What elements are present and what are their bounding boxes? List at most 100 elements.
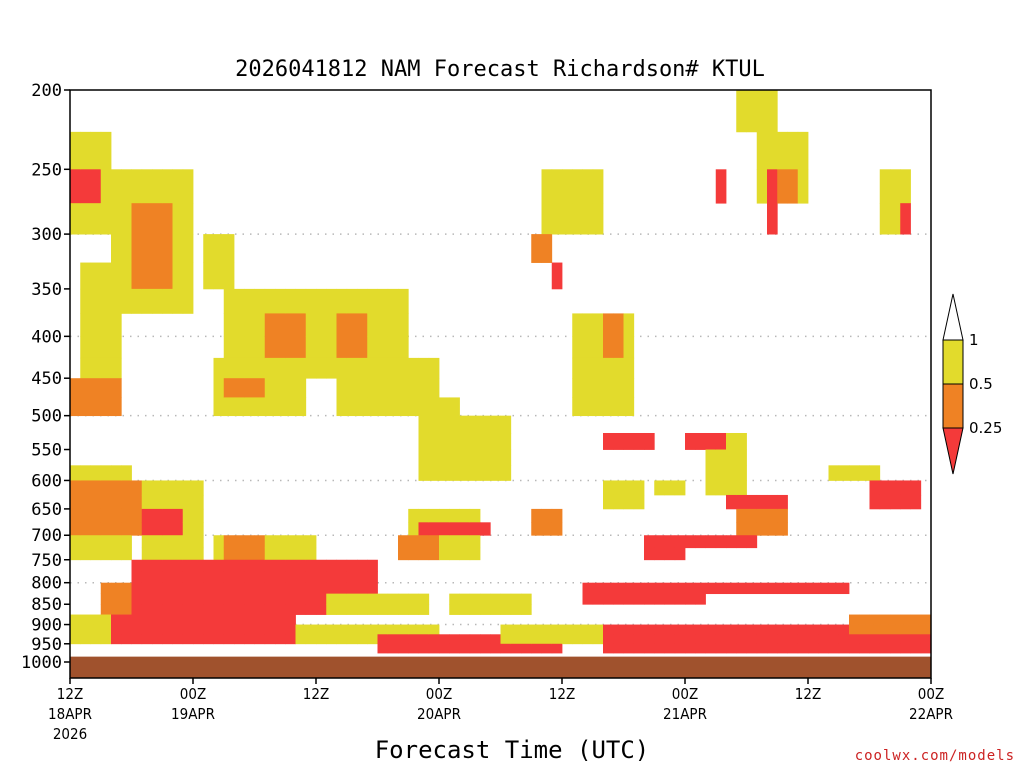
ri-cell (254, 582, 266, 595)
ri-cell (193, 604, 204, 615)
ri-cell (172, 634, 184, 645)
ri-cell (100, 203, 112, 235)
ri-cell (398, 634, 409, 645)
ri-cell (182, 624, 194, 635)
ri-cell (182, 535, 194, 549)
heatmap-cells (70, 90, 932, 654)
ri-cell (664, 643, 676, 654)
ri-cell (572, 336, 583, 359)
ri-cell (152, 559, 163, 572)
ri-cell (377, 643, 389, 654)
ri-cell (469, 535, 481, 549)
ri-cell (387, 378, 399, 398)
ri-cell (90, 262, 102, 290)
ri-cell (828, 465, 840, 481)
ri-cell (418, 634, 430, 645)
ri-cell (346, 604, 358, 615)
ri-cell (562, 634, 573, 645)
ri-cell (428, 535, 440, 549)
ri-cell (295, 313, 307, 337)
ri-cell (80, 397, 91, 417)
ri-cell (367, 624, 378, 635)
ri-cell (234, 535, 245, 549)
ri-cell (695, 624, 706, 635)
ri-cell (756, 522, 768, 536)
ri-cell (111, 262, 122, 290)
ri-cell (131, 494, 143, 510)
ri-cell (582, 582, 594, 595)
ri-cell (879, 203, 891, 235)
ri-cell (152, 634, 163, 645)
ri-cell (121, 494, 132, 510)
ri-cell (459, 449, 471, 466)
y-tick-label: 900 (31, 616, 62, 636)
ri-cell (797, 634, 809, 645)
ri-cell (305, 559, 317, 572)
ri-cell (531, 624, 542, 635)
legend-bin-high (942, 293, 964, 341)
ri-cell (111, 357, 122, 379)
ri-cell (90, 131, 102, 170)
ri-cell (551, 203, 563, 235)
ri-cell (326, 571, 337, 584)
ri-cell (203, 571, 214, 584)
ri-cell (357, 378, 368, 398)
ri-cell (644, 535, 655, 549)
ri-cell (213, 571, 225, 584)
ri-cell (336, 559, 348, 572)
ri-cell (90, 547, 102, 561)
ri-cell (449, 604, 460, 615)
ri-cell (654, 547, 665, 561)
ri-cell (859, 634, 870, 645)
ri-cell (387, 634, 399, 645)
ri-cell (346, 336, 358, 359)
ri-cell (90, 378, 102, 398)
ri-cell (182, 480, 194, 496)
ri-cell (254, 614, 266, 625)
ri-cell (869, 643, 881, 654)
ri-cell (162, 169, 173, 204)
ri-cell (244, 582, 255, 595)
ri-cell (100, 593, 112, 605)
ri-cell (121, 288, 132, 314)
ri-cell (80, 624, 91, 635)
ri-cell (357, 624, 368, 635)
ri-cell (90, 169, 102, 204)
x-tick-time: 12Z (303, 685, 329, 703)
ri-cell (131, 262, 143, 290)
ri-cell (100, 604, 112, 615)
ri-cell (910, 494, 922, 510)
ri-cell (336, 378, 348, 398)
ri-cell (490, 465, 501, 481)
ri-cell (141, 604, 153, 615)
colorbar-legend: 1 0.5 0.25 (942, 293, 1002, 475)
ri-cell (879, 634, 891, 645)
ri-cell (623, 634, 635, 645)
ri-cell (193, 480, 204, 496)
ri-cell (357, 593, 368, 605)
ri-cell (418, 547, 430, 561)
ri-cell (121, 522, 132, 536)
ri-cell (592, 169, 604, 204)
ri-cell (705, 449, 717, 466)
ri-cell (695, 432, 706, 450)
ri-cell (746, 522, 758, 536)
ri-cell (70, 465, 81, 481)
ri-cell (910, 634, 922, 645)
ri-cell (726, 465, 737, 481)
ri-cell (521, 604, 532, 615)
ri-cell (551, 262, 563, 290)
ri-cell (869, 494, 881, 510)
plot-frame (69, 89, 932, 679)
ri-cell (80, 357, 91, 379)
ri-cell (121, 624, 132, 635)
ri-cell (838, 643, 850, 654)
ri-cell (736, 432, 747, 450)
ri-cell (80, 288, 91, 314)
ri-cell (500, 604, 512, 615)
ri-cell (674, 547, 686, 561)
ri-cell (521, 624, 532, 635)
ri-cell (111, 288, 122, 314)
ri-cell (613, 643, 624, 654)
ri-cell (244, 313, 255, 337)
